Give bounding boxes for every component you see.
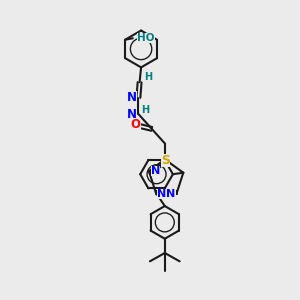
Text: H: H: [144, 72, 152, 82]
Text: N: N: [166, 189, 176, 199]
Text: S: S: [161, 154, 170, 166]
Text: HO: HO: [137, 33, 154, 43]
Text: N: N: [127, 107, 137, 121]
Text: N: N: [127, 91, 137, 104]
Text: O: O: [131, 118, 141, 131]
Text: N: N: [157, 189, 167, 199]
Text: H: H: [141, 105, 149, 115]
Text: N: N: [151, 166, 160, 176]
